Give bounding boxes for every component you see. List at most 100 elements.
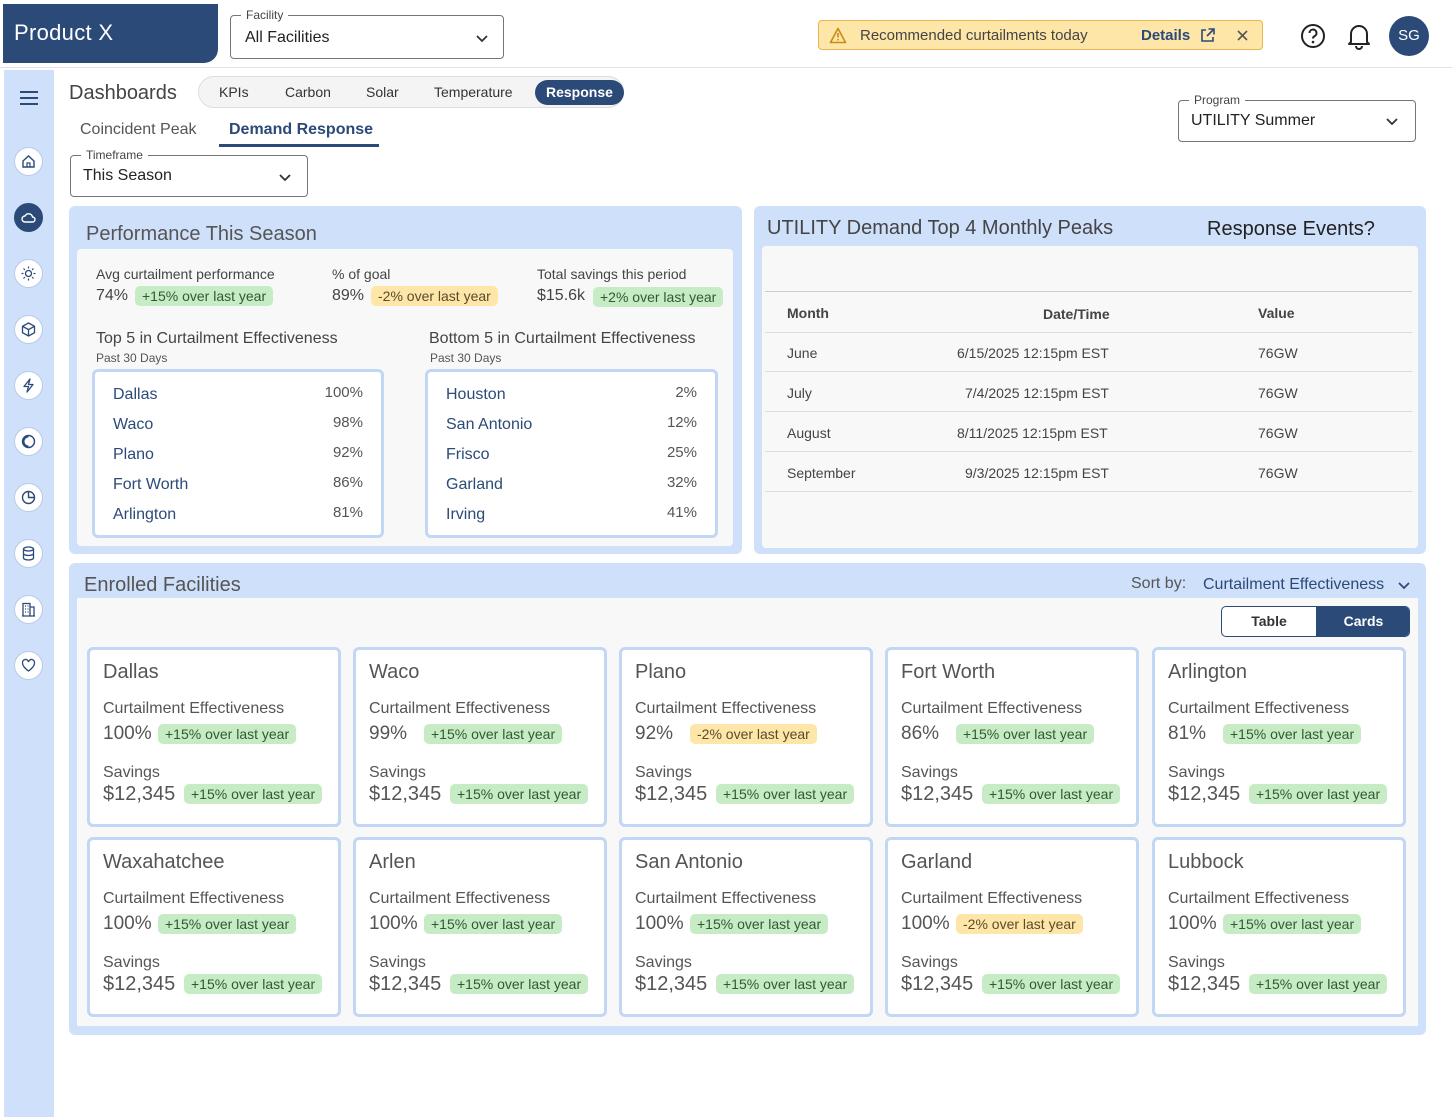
- curtailment-delta-badge: -2% over last year: [956, 914, 1083, 934]
- facility-name: Arlen: [369, 851, 416, 873]
- list-item-name[interactable]: Frisco: [446, 446, 490, 463]
- kpi-savings-value: $15.6k: [537, 287, 586, 304]
- facility-card[interactable]: Lubbock Curtailment Effectiveness 100% +15%…: [1152, 837, 1406, 1017]
- facility-card[interactable]: Waxahatchee Curtailment Effectiveness 100%…: [87, 837, 341, 1017]
- chevron-down-icon[interactable]: [1397, 578, 1411, 592]
- facility-name: Dallas: [103, 661, 159, 683]
- kpi-goal-label: % of goal: [332, 266, 391, 282]
- curtailment-effectiveness-value: 100%: [901, 913, 950, 934]
- subtab-demand-response[interactable]: Demand Response: [229, 121, 374, 138]
- kpi-avg-curtailment-value: 74%: [96, 287, 129, 304]
- kpi-goal-value: 89%: [332, 287, 365, 304]
- timeframe-select[interactable]: Timeframe This Season: [70, 148, 308, 197]
- peaks-table: Month Date/Time Value June 6/15/2025 12:…: [762, 246, 1418, 548]
- facility-card[interactable]: Arlington Curtailment Effectiveness 81% +15…: [1152, 647, 1406, 827]
- program-select-label: Program: [1189, 93, 1246, 107]
- tab-solar[interactable]: Solar: [366, 84, 399, 100]
- close-icon[interactable]: [1236, 29, 1249, 42]
- curtailment-alert: Recommended curtailments today Details: [818, 20, 1263, 50]
- savings-delta-badge: +15% over last year: [450, 784, 589, 804]
- savings-delta-badge: +15% over last year: [1249, 784, 1388, 804]
- list-item-name[interactable]: Waco: [113, 416, 154, 433]
- curtailment-effectiveness-label: Curtailment Effectiveness: [635, 700, 817, 717]
- curtailment-delta-badge: +15% over last year: [690, 914, 829, 934]
- table-cell-month: July: [787, 385, 812, 401]
- list-item-value: 25%: [666, 444, 697, 461]
- help-icon[interactable]: [1300, 23, 1326, 49]
- divider: [765, 332, 1412, 333]
- timeframe-select-value: This Season: [83, 167, 172, 184]
- savings-label: Savings: [901, 764, 958, 781]
- list-item-name[interactable]: Plano: [113, 446, 154, 463]
- facility-card[interactable]: Plano Curtailment Effectiveness 92% -2% ove…: [619, 647, 873, 827]
- list-item-name[interactable]: San Antonio: [446, 416, 533, 433]
- facility-select[interactable]: Facility All Facilities: [230, 8, 504, 59]
- building-icon[interactable]: [14, 595, 43, 624]
- subtab-coincident-peak[interactable]: Coincident Peak: [80, 121, 197, 138]
- table-cell-month: August: [787, 425, 831, 441]
- alert-details-link[interactable]: Details: [1141, 27, 1191, 44]
- savings-value: $12,345: [901, 783, 974, 805]
- facility-card[interactable]: Fort Worth Curtailment Effectiveness 86% +1…: [885, 647, 1139, 827]
- facility-card[interactable]: San Antonio Curtailment Effectiveness 100%…: [619, 837, 873, 1017]
- list-item-name[interactable]: Houston: [446, 386, 506, 403]
- curtailment-effectiveness-value: 81%: [1168, 723, 1207, 744]
- bell-icon[interactable]: [1346, 22, 1372, 50]
- tab-temperature[interactable]: Temperature: [434, 84, 513, 100]
- menu-icon[interactable]: [19, 90, 39, 106]
- moon-icon[interactable]: [14, 427, 43, 456]
- cloud-icon[interactable]: [14, 203, 43, 232]
- tab-response[interactable]: Response: [535, 80, 624, 105]
- savings-delta-badge: +15% over last year: [184, 784, 323, 804]
- list-item-value: 86%: [332, 474, 363, 491]
- table-view-button[interactable]: Table: [1251, 613, 1287, 629]
- page-title: Dashboards: [69, 82, 177, 104]
- savings-delta-badge: +15% over last year: [450, 974, 589, 994]
- list-item-value: 32%: [666, 474, 697, 491]
- lightning-icon[interactable]: [14, 371, 43, 400]
- user-avatar[interactable]: SG: [1389, 16, 1429, 56]
- database-icon[interactable]: [14, 539, 43, 568]
- cube-icon[interactable]: [14, 315, 43, 344]
- list-item-value: 2%: [675, 384, 697, 401]
- savings-value: $12,345: [1168, 783, 1241, 805]
- heart-icon[interactable]: [14, 651, 43, 680]
- sun-icon[interactable]: [14, 259, 43, 288]
- kpi-savings-delta: +2% over last year: [593, 287, 724, 307]
- kpi-goal-delta: -2% over last year: [371, 286, 498, 306]
- cards-view-button[interactable]: Cards: [1316, 607, 1409, 636]
- curtailment-delta-badge: +15% over last year: [158, 914, 297, 934]
- performance-panel: Performance This Season Avg curtailment …: [69, 206, 742, 554]
- facility-card[interactable]: Arlen Curtailment Effectiveness 100% +15% o…: [353, 837, 607, 1017]
- facility-card[interactable]: Dallas Curtailment Effectiveness 100% +15% …: [87, 647, 341, 827]
- curtailment-effectiveness-label: Curtailment Effectiveness: [369, 890, 551, 907]
- curtailment-effectiveness-value: 100%: [1168, 913, 1217, 934]
- sort-label: Sort by:: [1131, 575, 1187, 592]
- sort-select-value[interactable]: Curtailment Effectiveness: [1203, 576, 1385, 593]
- list-item-name[interactable]: Dallas: [113, 386, 158, 403]
- curtailment-effectiveness-value: 86%: [901, 723, 940, 744]
- program-select[interactable]: Program UTILITY Summer: [1178, 93, 1416, 142]
- list-item-name[interactable]: Garland: [446, 476, 503, 493]
- facility-card[interactable]: Garland Curtailment Effectiveness 100% -2% …: [885, 837, 1139, 1017]
- savings-delta-badge: +15% over last year: [982, 974, 1121, 994]
- pie-chart-icon[interactable]: [14, 483, 43, 512]
- list-item-name[interactable]: Arlington: [113, 506, 177, 523]
- facility-name: Waxahatchee: [103, 851, 225, 873]
- list-item-name[interactable]: Irving: [446, 506, 486, 523]
- timeframe-select-label: Timeframe: [81, 148, 148, 162]
- divider: [765, 491, 1412, 492]
- home-icon[interactable]: [14, 147, 43, 176]
- facility-card[interactable]: Waco Curtailment Effectiveness 99% +15% ove…: [353, 647, 607, 827]
- active-subtab-underline: [219, 144, 379, 147]
- sidebar: [4, 70, 54, 1117]
- list-item-value: 98%: [332, 414, 363, 431]
- list-item-name[interactable]: Fort Worth: [113, 476, 189, 493]
- tab-carbon[interactable]: Carbon: [285, 84, 331, 100]
- tab-kpis[interactable]: KPIs: [219, 84, 249, 100]
- savings-delta-badge: +15% over last year: [716, 974, 855, 994]
- external-link-icon[interactable]: [1199, 27, 1216, 44]
- app-logo[interactable]: Product X: [3, 4, 218, 63]
- savings-label: Savings: [103, 954, 160, 971]
- table-cell-datetime: 7/4/2025 12:15pm EST: [965, 385, 1109, 401]
